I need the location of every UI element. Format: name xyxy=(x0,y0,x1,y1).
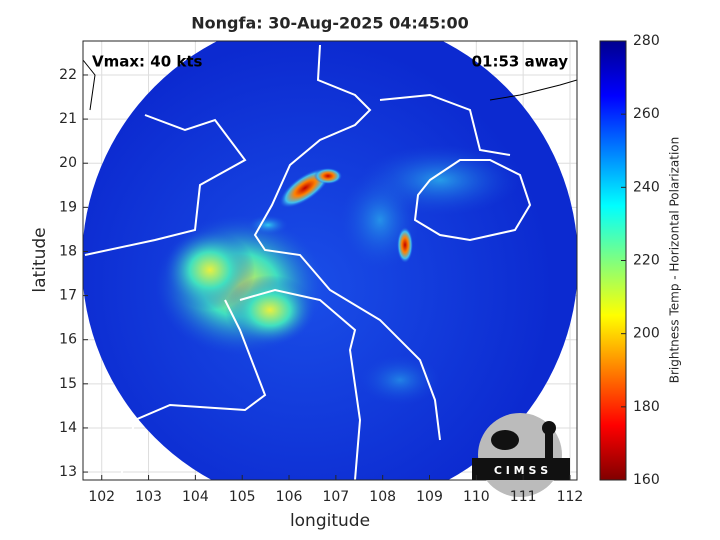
y-tick-label: 22 xyxy=(59,67,77,83)
y-tick-label: 21 xyxy=(59,111,77,127)
x-tick-label: 110 xyxy=(463,489,490,505)
chart-title: Nongfa: 30-Aug-2025 04:45:00 xyxy=(191,14,468,33)
cimss-logo: C I M S S xyxy=(472,413,570,497)
logo-text: C I M S S xyxy=(494,464,548,477)
x-tick-label: 105 xyxy=(229,489,256,505)
axes-frame xyxy=(82,40,578,481)
y-tick-label: 20 xyxy=(59,155,77,171)
x-tick-label: 108 xyxy=(369,489,396,505)
x-tick-label: 103 xyxy=(135,489,162,505)
colorbar-tick-label: 280 xyxy=(633,33,660,49)
x-tick-label: 107 xyxy=(322,489,349,505)
x-tick-label: 109 xyxy=(416,489,443,505)
y-tick-label: 18 xyxy=(59,243,77,259)
satellite-image xyxy=(83,41,577,480)
x-tick-label: 112 xyxy=(557,489,584,505)
x-tick-label: 111 xyxy=(510,489,537,505)
colorbar-label: Brightness Temp - Horizontal Polarizatio… xyxy=(668,137,682,384)
time-annotation: 01:53 away xyxy=(472,53,569,71)
vmax-annotation: Vmax: 40 kts xyxy=(92,53,202,71)
colorbar-tick-label: 260 xyxy=(633,106,660,122)
x-axis-label: longitude xyxy=(290,511,370,531)
y-axis-label: latitude xyxy=(30,227,50,292)
y-tick-label: 13 xyxy=(59,464,77,480)
y-tick-label: 14 xyxy=(59,420,77,436)
x-tick-label: 104 xyxy=(182,489,209,505)
y-tick-label: 19 xyxy=(59,199,77,215)
x-tick-label: 102 xyxy=(88,489,115,505)
y-tick-label: 15 xyxy=(59,376,77,392)
colorbar-tick-label: 200 xyxy=(633,326,660,342)
colorbar-tick-label: 160 xyxy=(633,472,660,488)
colorbar-tick-label: 240 xyxy=(633,179,660,195)
y-tick-label: 17 xyxy=(59,288,77,304)
colorbar-tick-label: 180 xyxy=(633,399,660,415)
y-tick-label: 16 xyxy=(59,332,77,348)
colorbar-tick-label: 220 xyxy=(633,253,660,269)
x-tick-label: 106 xyxy=(276,489,303,505)
